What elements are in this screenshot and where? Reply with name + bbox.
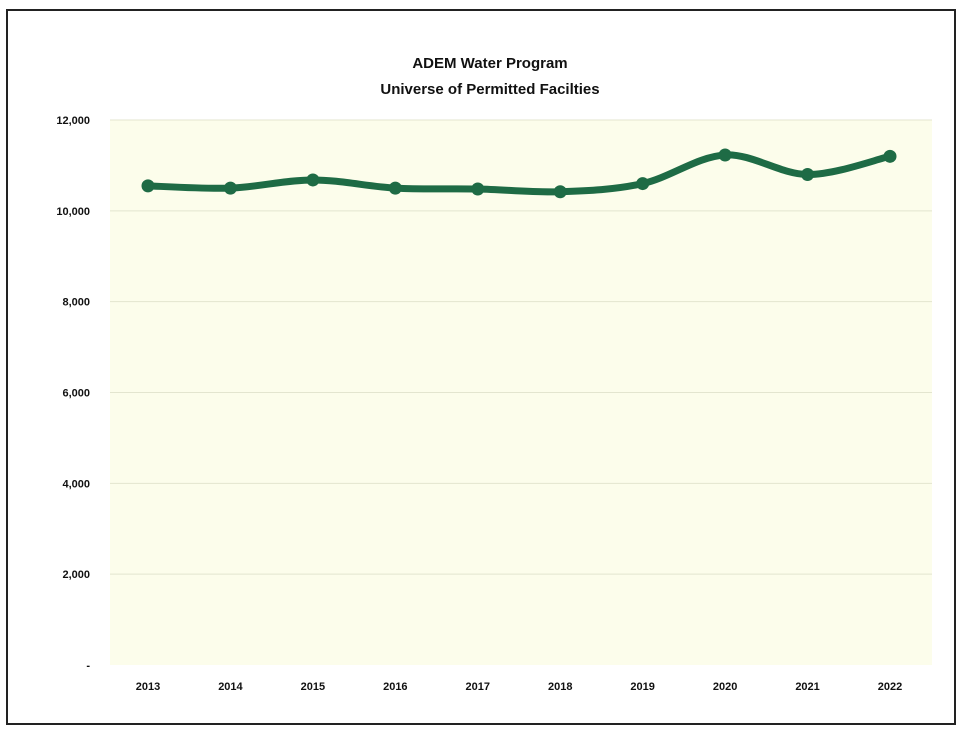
y-tick-label: 2,000: [62, 569, 90, 581]
data-point: [388, 181, 402, 195]
x-tick-label: 2020: [713, 681, 737, 693]
data-point: [553, 185, 567, 199]
data-point: [141, 179, 155, 193]
series-group: [141, 148, 897, 199]
data-point: [306, 173, 320, 187]
y-axis: - 2,000 4,000 6,000 8,000 10,000 12,000: [56, 115, 90, 672]
x-tick-label: 2013: [136, 681, 160, 693]
x-tick-label: 2016: [383, 681, 407, 693]
x-axis: 2013 2014 2015 2016 2017 2018 2019 2020 2021 2022: [136, 681, 902, 693]
x-tick-label: 2021: [795, 681, 819, 693]
series-line: [144, 151, 894, 196]
x-tick-label: 2022: [878, 681, 902, 693]
data-point: [471, 182, 485, 196]
data-point: [801, 168, 815, 181]
y-tick-label: 10,000: [56, 206, 90, 218]
chart-subtitle: Universe of Permitted Facilties: [380, 81, 599, 98]
x-tick-label: 2015: [301, 681, 325, 693]
x-tick-label: 2019: [630, 681, 654, 693]
y-tick-label: 6,000: [62, 388, 90, 400]
y-tick-label: 4,000: [62, 478, 90, 490]
x-tick-label: 2017: [466, 681, 490, 693]
x-tick-label: 2018: [548, 681, 572, 693]
y-tick-label: 12,000: [56, 115, 90, 127]
x-tick-label: 2014: [218, 681, 243, 693]
data-point: [636, 177, 650, 191]
gridlines: [110, 119, 932, 575]
data-point: [718, 148, 732, 162]
y-tick-label: -: [86, 660, 90, 672]
y-tick-label: 8,000: [62, 297, 90, 309]
chart-title: ADEM Water Program: [412, 55, 567, 72]
data-point: [883, 149, 897, 163]
data-point: [223, 181, 237, 195]
